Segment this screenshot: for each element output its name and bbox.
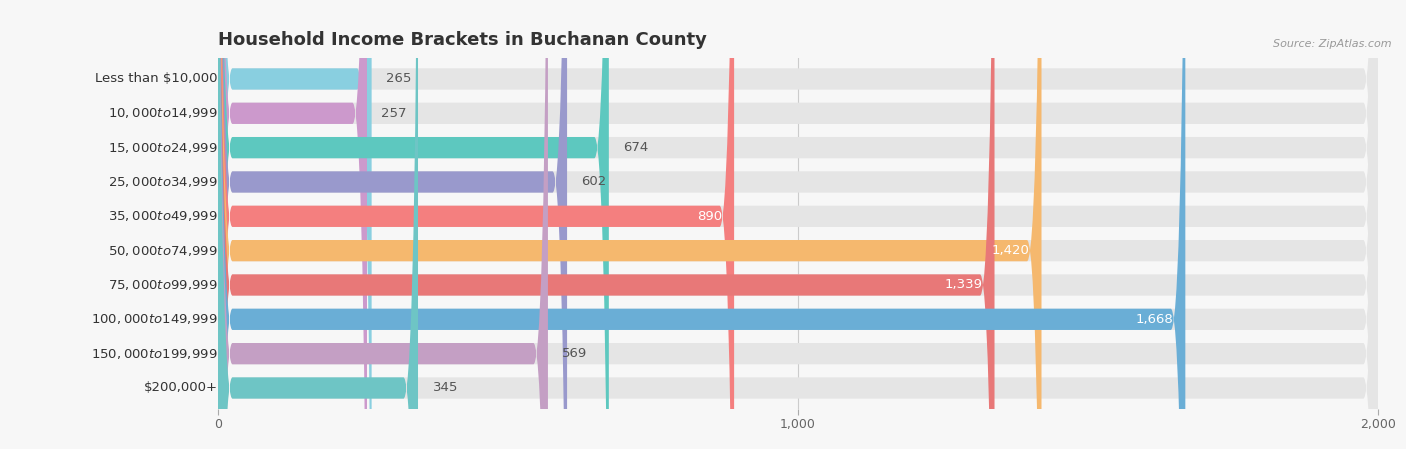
- Text: Source: ZipAtlas.com: Source: ZipAtlas.com: [1274, 40, 1392, 49]
- FancyBboxPatch shape: [218, 0, 1378, 449]
- Text: Less than $10,000: Less than $10,000: [96, 72, 218, 85]
- Text: 1,668: 1,668: [1136, 313, 1174, 326]
- FancyBboxPatch shape: [218, 0, 1378, 449]
- Text: $50,000 to $74,999: $50,000 to $74,999: [108, 244, 218, 258]
- FancyBboxPatch shape: [218, 0, 734, 449]
- Text: 602: 602: [582, 176, 607, 189]
- FancyBboxPatch shape: [218, 0, 1378, 449]
- FancyBboxPatch shape: [218, 0, 1378, 449]
- Text: Household Income Brackets in Buchanan County: Household Income Brackets in Buchanan Co…: [218, 31, 707, 49]
- Text: 265: 265: [387, 72, 412, 85]
- Text: $10,000 to $14,999: $10,000 to $14,999: [108, 106, 218, 120]
- Text: 1,420: 1,420: [993, 244, 1029, 257]
- FancyBboxPatch shape: [218, 0, 994, 449]
- FancyBboxPatch shape: [218, 0, 567, 449]
- Text: 1,339: 1,339: [945, 278, 983, 291]
- Text: 890: 890: [697, 210, 723, 223]
- FancyBboxPatch shape: [218, 0, 1378, 449]
- FancyBboxPatch shape: [218, 0, 1042, 449]
- FancyBboxPatch shape: [218, 0, 1378, 449]
- FancyBboxPatch shape: [218, 0, 548, 449]
- FancyBboxPatch shape: [218, 0, 1378, 449]
- FancyBboxPatch shape: [218, 0, 609, 449]
- FancyBboxPatch shape: [218, 0, 418, 449]
- Text: 674: 674: [623, 141, 648, 154]
- Text: $100,000 to $149,999: $100,000 to $149,999: [91, 313, 218, 326]
- Text: $15,000 to $24,999: $15,000 to $24,999: [108, 141, 218, 154]
- FancyBboxPatch shape: [218, 0, 371, 449]
- FancyBboxPatch shape: [218, 0, 1378, 449]
- Text: 257: 257: [381, 107, 406, 120]
- FancyBboxPatch shape: [218, 0, 1378, 449]
- Text: $35,000 to $49,999: $35,000 to $49,999: [108, 209, 218, 223]
- FancyBboxPatch shape: [218, 0, 1185, 449]
- Text: 569: 569: [562, 347, 588, 360]
- Text: $200,000+: $200,000+: [143, 382, 218, 395]
- Text: $150,000 to $199,999: $150,000 to $199,999: [91, 347, 218, 361]
- Text: $25,000 to $34,999: $25,000 to $34,999: [108, 175, 218, 189]
- FancyBboxPatch shape: [218, 0, 367, 449]
- FancyBboxPatch shape: [218, 0, 1378, 449]
- Text: $75,000 to $99,999: $75,000 to $99,999: [108, 278, 218, 292]
- Text: 345: 345: [433, 382, 458, 395]
